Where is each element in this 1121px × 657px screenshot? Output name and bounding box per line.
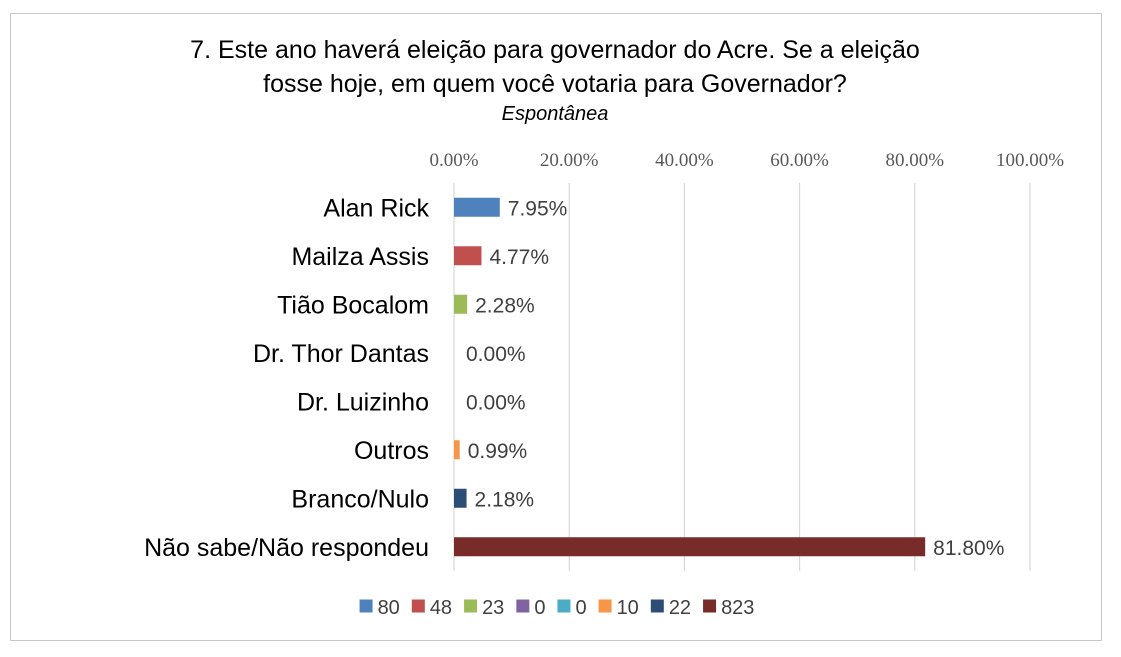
data-label: 0.00% bbox=[466, 343, 526, 366]
legend-swatch bbox=[703, 599, 717, 613]
category-label: Dr. Luizinho bbox=[297, 388, 429, 416]
legend-label: 80 bbox=[378, 597, 400, 619]
legend-swatch bbox=[557, 599, 571, 613]
x-axis-ticks: 0.00% 20.00% 40.00% 60.00% 80.00% 100.00% bbox=[429, 150, 1064, 171]
legend: 80 48 23 0 0 10 22 823 bbox=[359, 597, 754, 619]
bar bbox=[454, 246, 482, 266]
category-label: Branco/Nulo bbox=[291, 485, 429, 513]
x-tick-label: 0.00% bbox=[429, 150, 478, 171]
legend-label: 23 bbox=[482, 597, 504, 619]
data-labels: 7.95% 4.77% 2.28% 0.00% 0.00% 0.99% 2.18% 81.80… bbox=[466, 197, 1004, 560]
legend-label: 10 bbox=[617, 597, 639, 619]
bars bbox=[454, 197, 926, 557]
legend-item: 22 bbox=[650, 597, 691, 619]
legend-swatch bbox=[650, 599, 664, 613]
x-tick-label: 100.00% bbox=[996, 150, 1064, 171]
legend-item: 823 bbox=[703, 597, 754, 619]
legend-label: 22 bbox=[669, 597, 691, 619]
bar bbox=[454, 197, 500, 217]
legend-item: 0 bbox=[557, 597, 587, 619]
category-label: Outros bbox=[354, 437, 429, 465]
data-label: 4.77% bbox=[489, 246, 549, 269]
legend-swatch bbox=[464, 599, 478, 613]
x-tick-label: 20.00% bbox=[540, 150, 599, 171]
legend-label: 0 bbox=[534, 597, 545, 619]
chart-title-line-2: fosse hoje, em quem você votaria para Go… bbox=[263, 70, 847, 98]
x-tick-label: 80.00% bbox=[886, 150, 945, 171]
data-label: 0.99% bbox=[468, 440, 528, 463]
legend-swatch bbox=[598, 599, 612, 613]
bar bbox=[454, 440, 460, 460]
data-label: 2.28% bbox=[475, 294, 535, 317]
legend-item: 48 bbox=[411, 597, 452, 619]
chart-title-line-1: 7. Este ano haverá eleição para governad… bbox=[190, 36, 920, 64]
category-label: Dr. Thor Dantas bbox=[253, 340, 429, 368]
bar bbox=[454, 537, 926, 557]
bar bbox=[454, 294, 468, 314]
legend-swatch bbox=[359, 599, 373, 613]
chart-subtitle: Espontânea bbox=[502, 103, 609, 125]
legend-item: 10 bbox=[598, 597, 639, 619]
data-label: 2.18% bbox=[475, 488, 535, 511]
chart-frame bbox=[10, 13, 1102, 641]
legend-swatch bbox=[411, 599, 425, 613]
category-label: Não sabe/Não respondeu bbox=[144, 534, 429, 562]
data-label: 0.00% bbox=[466, 391, 526, 414]
legend-swatch bbox=[516, 599, 530, 613]
legend-label: 48 bbox=[430, 597, 452, 619]
x-tick-label: 60.00% bbox=[770, 150, 829, 171]
legend-label: 0 bbox=[575, 597, 586, 619]
category-label: Alan Rick bbox=[323, 194, 429, 222]
category-labels: Alan Rick Mailza Assis Tião Bocalom Dr. Tho… bbox=[144, 194, 429, 562]
gridlines bbox=[453, 183, 1031, 571]
data-label: 7.95% bbox=[508, 197, 568, 220]
bar bbox=[454, 488, 467, 508]
category-label: Tião Bocalom bbox=[277, 291, 429, 319]
legend-item: 0 bbox=[516, 597, 545, 619]
category-label: Mailza Assis bbox=[291, 243, 429, 271]
legend-item: 23 bbox=[464, 597, 504, 619]
legend-label: 823 bbox=[721, 597, 754, 619]
data-label: 81.80% bbox=[933, 537, 1004, 560]
x-tick-label: 40.00% bbox=[655, 150, 714, 171]
legend-item: 80 bbox=[359, 597, 400, 619]
